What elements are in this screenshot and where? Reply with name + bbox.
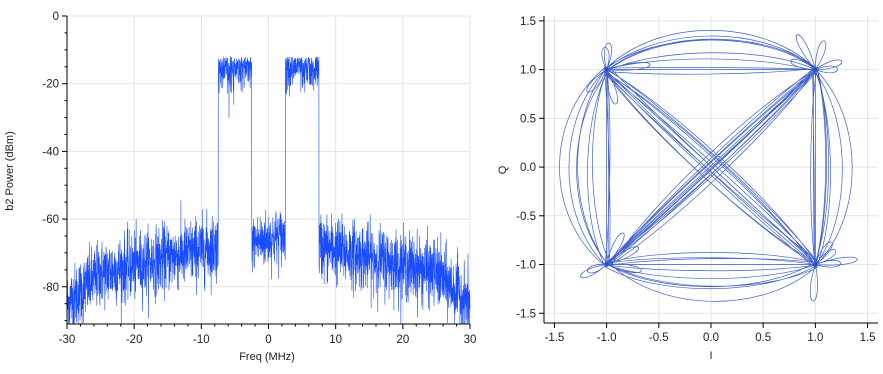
spectrum-x-tick-label-5: 20 [396,334,409,346]
spectrum-y-tick-label-3: -60 [42,214,59,226]
iq-tick-labels: -1.5 -1.0 -0.5 0.0 0.5 1.0 1.5 1.5 1.0 0.5 0.0 -0.5… [516,16,875,344]
iq-x-tick-label-0: -1.5 [545,332,565,344]
spectrum-plot: -30 -20 -10 0 10 20 30 0 -20 -40 -60 -80 Freq (MHz)… [4,11,476,363]
spectrum-x-tick-label-4: 10 [329,334,342,346]
iq-y-tick-label-4: -0.5 [516,211,536,223]
spectrum-axes [62,15,471,329]
spectrum-x-tick-label-0: -30 [59,334,76,346]
spectrum-x-axis-label: Freq (MHz) [239,351,295,363]
spectrum-y-tick-label-1: -20 [42,79,59,91]
spectrum-y-tick-label-0: 0 [53,11,59,23]
iq-y-tick-label-2: 0.5 [520,113,536,125]
spectrum-y-tick-label-4: -80 [42,282,59,294]
iq-symbol-point-2 [604,262,609,267]
iq-symbol-point-0 [604,67,609,72]
spectrum-x-tick-label-6: 30 [464,334,477,346]
spectrum-x-tick-label-1: -20 [126,334,143,346]
iq-trajectory [559,30,858,302]
iq-symbol-point-3 [813,262,818,267]
spectrum-y-tick-label-2: -40 [42,146,59,158]
iq-y-tick-label-3: 0.0 [520,162,536,174]
spectrum-trace [66,56,471,325]
iq-x-tick-label-2: -0.5 [649,332,669,344]
iq-x-tick-label-3: 0.0 [703,332,719,344]
spectrum-tick-labels: -30 -20 -10 0 10 20 30 0 -20 -40 -60 -80 [42,11,476,346]
iq-x-axis-label: I [709,350,712,362]
spectrum-grid [66,15,471,324]
spectrum-trace-layer [66,56,471,325]
spectrum-y-axis-label: b2 Power (dBm) [4,131,16,210]
iq-x-tick-label-5: 1.0 [807,332,823,344]
iq-x-tick-label-6: 1.5 [860,332,876,344]
iq-y-tick-label-6: -1.5 [516,308,536,320]
iq-y-tick-label-0: 1.5 [520,16,536,28]
iq-trace-layer [559,30,858,302]
iq-x-tick-label-4: 0.5 [755,332,771,344]
iq-y-tick-label-5: -1.0 [516,260,536,272]
iq-symbol-point-1 [813,67,818,72]
iq-x-tick-label-1: -1.0 [597,332,617,344]
iq-axes [539,16,878,328]
iq-constellation-plot: -1.5 -1.0 -0.5 0.0 0.5 1.0 1.5 1.5 1.0 0.5 0.0 -0.5… [497,16,878,362]
iq-y-axis-label: Q [497,165,509,174]
iq-y-tick-label-1: 1.0 [520,65,536,77]
spectrum-x-tick-label-2: -10 [193,334,210,346]
spectrum-x-tick-label-3: 0 [265,334,271,346]
